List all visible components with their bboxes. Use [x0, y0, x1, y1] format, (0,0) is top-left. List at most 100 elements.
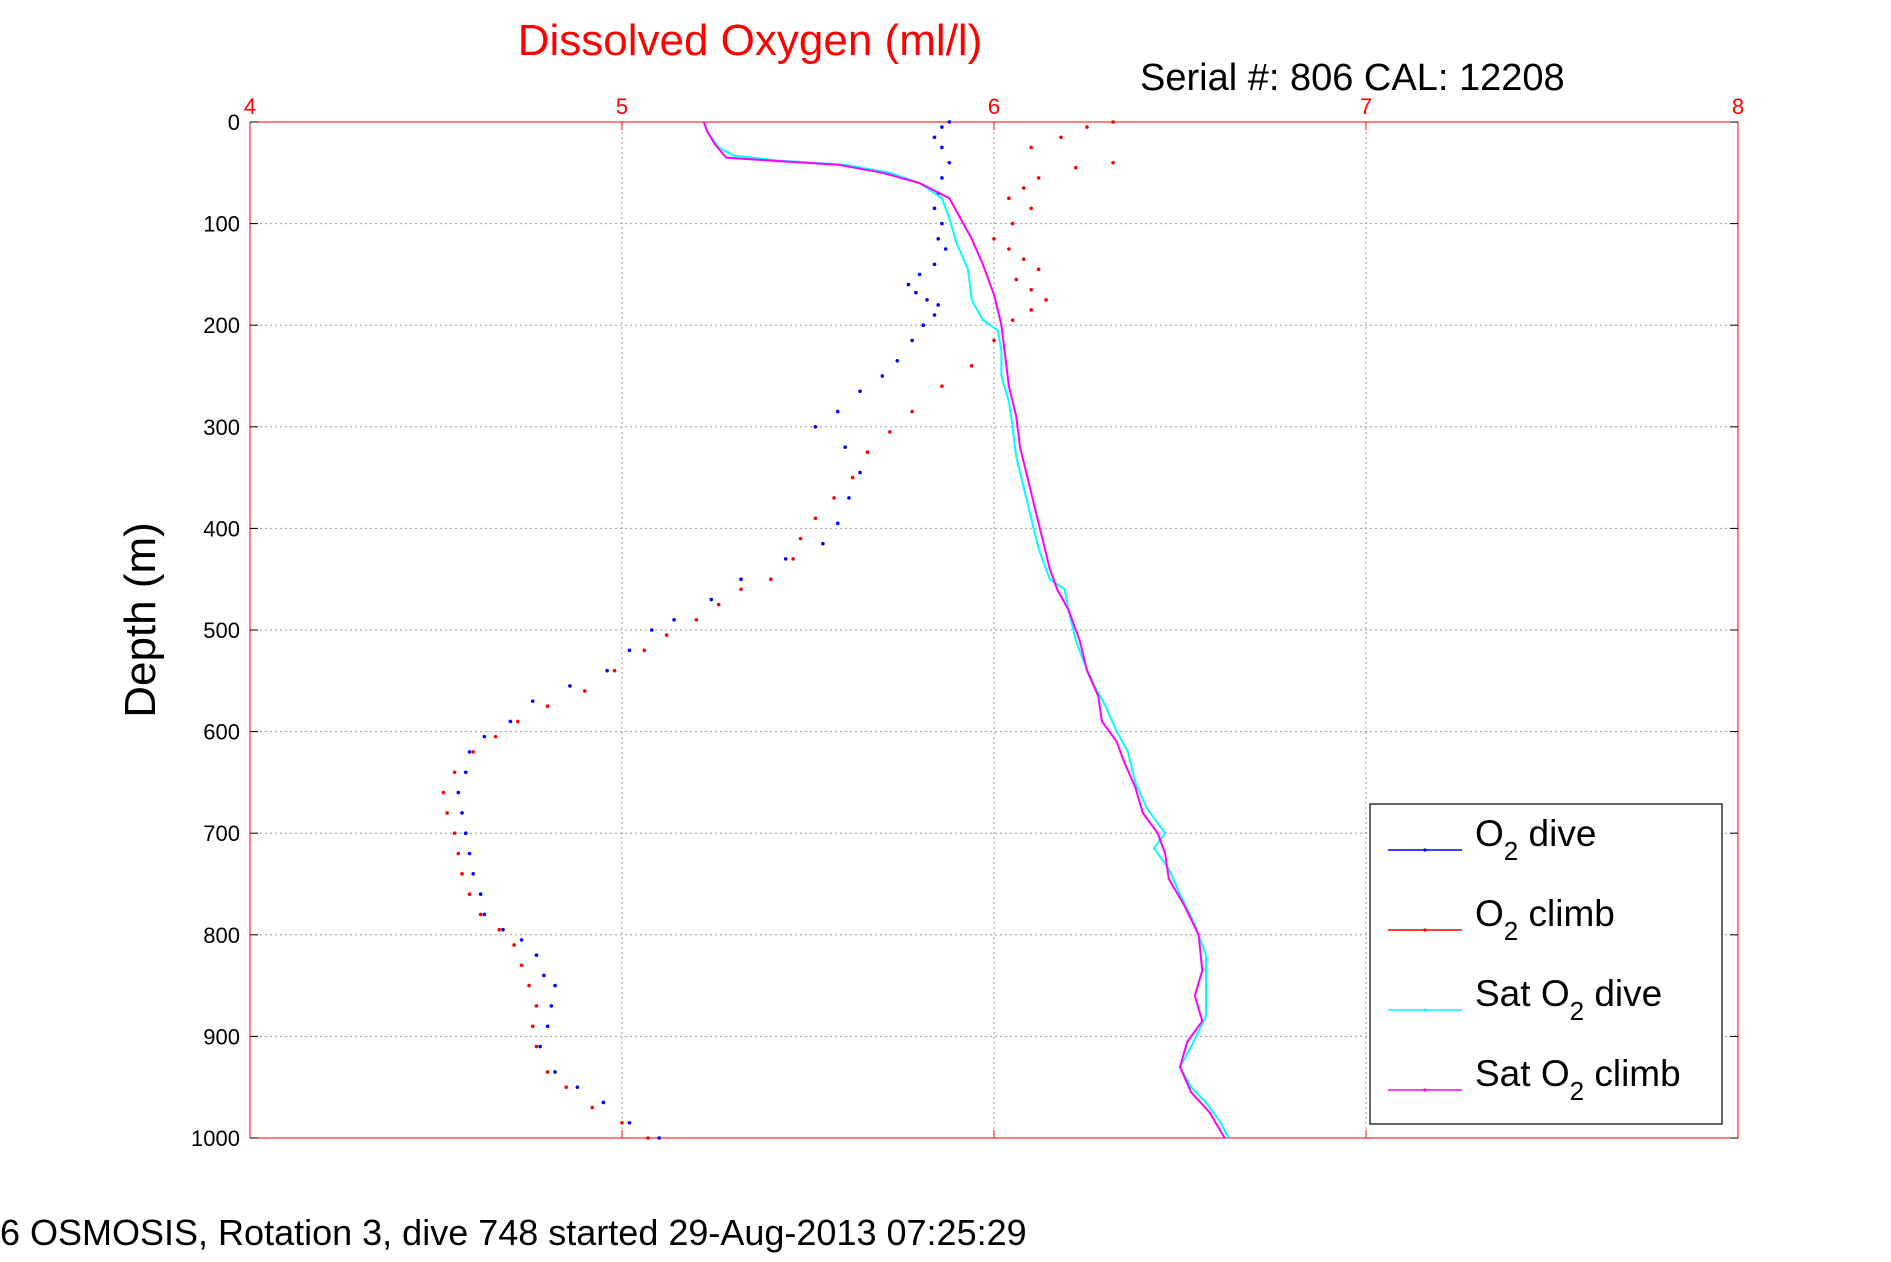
data-point-o2-climb — [478, 912, 483, 917]
data-point-o2-climb — [1021, 257, 1026, 261]
y-tick-label: 400 — [203, 516, 240, 541]
data-point-o2-dive — [553, 983, 557, 988]
data-point-o2-climb — [865, 450, 870, 455]
legend-entry-o2-climb: O2 climb — [1388, 893, 1615, 946]
data-point-o2-dive — [519, 938, 524, 942]
legend-entry-sat-o2-dive: Sat O2 dive — [1388, 973, 1662, 1026]
data-point-o2-climb — [583, 689, 587, 693]
data-point-o2-dive — [542, 973, 546, 978]
x-tick-label: 6 — [988, 94, 1000, 119]
data-point-o2-climb — [493, 734, 498, 739]
series-o2-dive — [456, 120, 952, 1140]
data-point-o2-dive — [843, 445, 847, 449]
data-point-o2-dive — [657, 1136, 661, 1140]
data-point-o2-climb — [832, 496, 836, 500]
data-point-o2-dive — [672, 618, 676, 622]
data-point-o2-climb — [850, 475, 855, 480]
legend-entry-o2-dive: O2 dive — [1388, 813, 1596, 866]
data-point-o2-climb — [1014, 277, 1019, 282]
data-point-o2-climb — [1044, 298, 1048, 302]
data-point-o2-climb — [512, 943, 516, 947]
data-point-o2-dive — [553, 1070, 557, 1074]
data-point-o2-dive — [936, 303, 940, 307]
y-tick-label: 700 — [203, 821, 240, 846]
data-point-o2-climb — [910, 409, 914, 414]
data-point-o2-dive — [835, 409, 840, 414]
y-axis-label: Depth (m) — [116, 522, 165, 718]
data-point-o2-dive — [858, 389, 862, 394]
y-tick-label: 100 — [203, 212, 240, 237]
y-axis-ticks: 0 100 200 300 400 500 600 700 800 900 1000 — [191, 110, 1738, 1151]
data-point-o2-climb — [1111, 160, 1115, 165]
y-tick-label: 500 — [203, 618, 240, 643]
data-point-o2-climb — [1036, 176, 1041, 180]
data-point-o2-climb — [452, 831, 457, 835]
data-point-o2-climb — [516, 719, 520, 724]
data-point-o2-climb — [467, 892, 472, 896]
data-point-o2-climb — [716, 602, 721, 607]
data-point-o2-dive — [921, 323, 926, 328]
data-point-o2-dive — [482, 912, 487, 917]
data-point-o2-dive — [534, 953, 539, 957]
data-point-o2-dive — [649, 628, 654, 632]
data-point-o2-dive — [709, 597, 714, 602]
data-point-o2-climb — [1036, 267, 1041, 272]
data-point-o2-dive — [463, 770, 468, 775]
data-point-o2-dive — [739, 577, 743, 581]
data-point-o2-dive — [467, 851, 472, 856]
series-layer — [441, 120, 1230, 1140]
legend-marker — [1423, 1008, 1427, 1012]
data-point-o2-climb — [545, 1070, 550, 1074]
data-point-o2-dive — [575, 1085, 580, 1089]
data-point-o2-dive — [947, 120, 952, 124]
data-point-o2-climb — [1007, 247, 1011, 251]
data-point-o2-dive — [917, 272, 922, 277]
data-point-o2-dive — [940, 125, 944, 129]
legend-marker — [1423, 1088, 1427, 1092]
data-point-o2-dive — [456, 790, 461, 795]
data-point-o2-climb — [664, 633, 669, 637]
data-point-o2-climb — [969, 364, 974, 368]
data-point-o2-dive — [501, 927, 505, 932]
data-point-o2-dive — [914, 290, 918, 295]
data-point-o2-dive — [940, 221, 944, 226]
data-point-o2-climb — [460, 872, 464, 876]
series-o2-climb — [441, 120, 1115, 1140]
data-point-o2-dive — [530, 699, 535, 703]
chart-title: Dissolved Oxygen (ml/l) — [518, 16, 983, 65]
x-tick-label: 4 — [244, 94, 256, 119]
data-point-o2-climb — [1059, 135, 1063, 140]
legend-label: O2 climb — [1475, 893, 1615, 946]
data-point-o2-dive — [932, 313, 937, 317]
data-point-o2-climb — [694, 618, 699, 622]
data-point-o2-dive — [880, 374, 885, 378]
legend-box — [1369, 803, 1723, 1125]
data-point-o2-dive — [932, 262, 937, 267]
x-tick-label: 8 — [1732, 94, 1744, 119]
data-point-o2-climb — [1029, 145, 1033, 150]
data-point-o2-dive — [910, 338, 914, 343]
data-point-o2-climb — [1029, 287, 1033, 292]
data-point-o2-climb — [992, 237, 996, 241]
legend-marker — [1423, 928, 1427, 932]
series-line-sat-o2-dive — [702, 121, 1230, 1139]
data-point-o2-climb — [1074, 165, 1078, 170]
data-point-o2-climb — [791, 557, 795, 561]
x-tick-label: 7 — [1360, 94, 1372, 119]
data-point-o2-climb — [1085, 125, 1089, 129]
data-point-o2-climb — [497, 927, 502, 932]
data-point-o2-dive — [835, 521, 840, 526]
data-point-o2-dive — [467, 750, 472, 754]
legend-marker — [1423, 848, 1427, 852]
data-point-o2-climb — [1021, 186, 1026, 190]
data-point-o2-climb — [940, 384, 944, 388]
y-tick-label: 800 — [203, 923, 240, 948]
x-axis-ticks: 4 5 6 7 8 — [244, 94, 1744, 1138]
data-point-o2-climb — [612, 668, 617, 673]
data-point-o2-climb — [590, 1105, 595, 1110]
data-point-o2-climb — [992, 338, 996, 343]
legend-label: Sat O2 dive — [1475, 973, 1662, 1026]
data-point-o2-climb — [1010, 318, 1015, 322]
y-tick-label: 300 — [203, 415, 240, 440]
